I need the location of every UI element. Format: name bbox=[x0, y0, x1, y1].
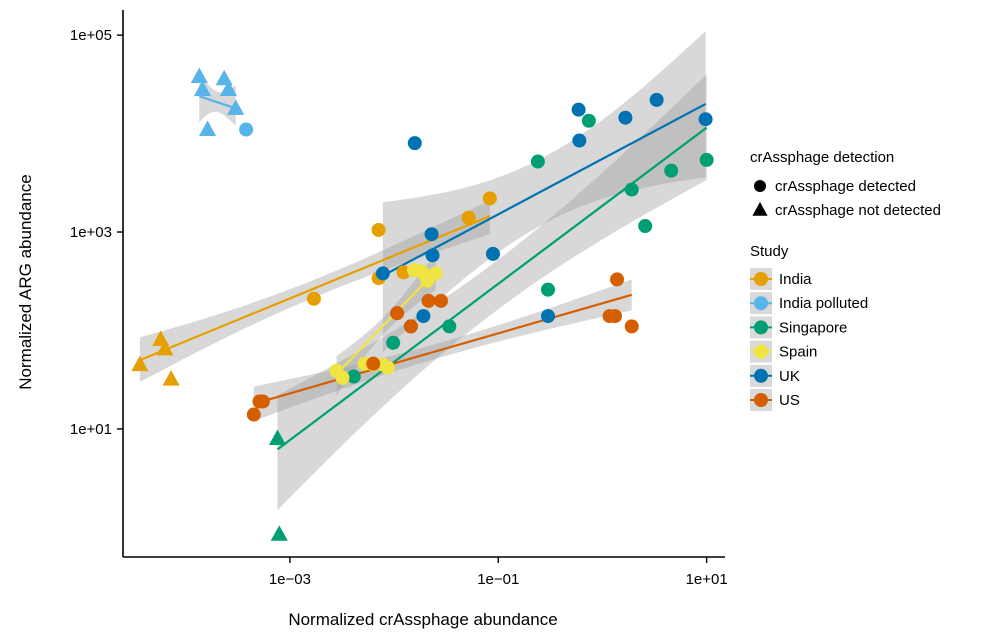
y-tick-label: 1e+05 bbox=[70, 27, 112, 44]
x-tick-label: 1e−03 bbox=[269, 571, 311, 588]
confidence-band-singapore bbox=[277, 74, 707, 511]
point-singapore bbox=[270, 525, 288, 541]
point-us bbox=[366, 356, 381, 371]
legend-triangle-icon bbox=[752, 202, 768, 216]
x-axis-ticks: 1e−03 1e−01 1e+01 bbox=[269, 557, 728, 588]
point-uk bbox=[486, 246, 501, 261]
point-india_polluted bbox=[219, 80, 237, 97]
point-uk bbox=[375, 266, 390, 281]
point-spain bbox=[335, 370, 350, 385]
point-singapore bbox=[638, 219, 653, 234]
point-us bbox=[421, 293, 436, 308]
shape-legend-label: crAssphage not detected bbox=[775, 202, 941, 219]
point-india bbox=[461, 210, 476, 225]
point-uk bbox=[571, 102, 586, 117]
point-india_polluted bbox=[227, 99, 245, 115]
fit-line-uk bbox=[382, 102, 707, 277]
point-singapore bbox=[581, 113, 596, 128]
study-legend-title: Study bbox=[750, 243, 789, 260]
point-india_polluted bbox=[239, 122, 254, 137]
point-india bbox=[131, 355, 149, 372]
point-us bbox=[434, 293, 449, 308]
study-legend-label: UK bbox=[779, 368, 800, 385]
axes bbox=[122, 10, 725, 558]
data-points bbox=[131, 67, 714, 541]
point-india_polluted bbox=[193, 80, 212, 97]
legend-color-swatch bbox=[754, 272, 768, 286]
legend-circle-icon bbox=[754, 180, 766, 192]
x-axis-title: Normalized crAssphage abundance bbox=[288, 610, 557, 629]
point-uk bbox=[416, 309, 431, 324]
study-legend: Study India India polluted Singapore Spain U… bbox=[750, 243, 868, 411]
fit-line-spain bbox=[335, 270, 437, 375]
point-india bbox=[396, 265, 411, 280]
point-singapore bbox=[664, 163, 679, 178]
point-uk bbox=[424, 227, 439, 242]
point-singapore bbox=[442, 319, 457, 334]
point-singapore bbox=[530, 154, 545, 169]
point-india_polluted bbox=[190, 67, 208, 83]
point-uk bbox=[618, 110, 633, 125]
study-legend-label: Singapore bbox=[779, 319, 847, 336]
point-singapore bbox=[540, 282, 555, 297]
point-india_polluted bbox=[215, 69, 233, 86]
y-tick-label: 1e+01 bbox=[70, 421, 112, 438]
legend-color-swatch bbox=[754, 344, 768, 359]
point-us bbox=[610, 272, 625, 287]
y-axis-ticks: 1e+01 1e+03 1e+05 bbox=[70, 27, 123, 438]
study-legend-label: US bbox=[779, 392, 800, 409]
point-india bbox=[156, 339, 174, 356]
point-india_polluted bbox=[199, 120, 217, 136]
fit-lines bbox=[139, 95, 708, 451]
point-singapore bbox=[699, 152, 714, 167]
legend-color-swatch bbox=[754, 296, 768, 311]
legend-color-swatch bbox=[754, 320, 768, 335]
y-tick-label: 1e+03 bbox=[70, 224, 112, 241]
study-legend-label: India polluted bbox=[779, 295, 868, 312]
fit-line-us bbox=[253, 293, 633, 405]
point-uk bbox=[572, 133, 587, 148]
x-tick-label: 1e−01 bbox=[477, 571, 519, 588]
point-uk bbox=[425, 248, 440, 263]
point-us bbox=[403, 319, 418, 334]
point-spain bbox=[380, 360, 395, 375]
point-uk bbox=[407, 136, 422, 151]
point-us bbox=[608, 309, 623, 324]
point-uk bbox=[540, 309, 555, 324]
point-us bbox=[255, 394, 270, 409]
point-uk bbox=[649, 92, 664, 107]
point-singapore bbox=[624, 182, 639, 197]
point-india bbox=[482, 191, 497, 206]
shape-legend-label: crAssphage detected bbox=[775, 178, 916, 195]
study-legend-label: India bbox=[779, 271, 812, 288]
study-legend-label: Spain bbox=[779, 344, 817, 361]
fit-line-india_polluted bbox=[198, 95, 237, 110]
shape-legend: crAssphage detection crAssphage detected… bbox=[750, 149, 941, 219]
point-singapore bbox=[346, 369, 361, 384]
legend-color-swatch bbox=[754, 368, 768, 383]
point-india bbox=[371, 222, 386, 237]
fit-line-singapore bbox=[276, 126, 708, 451]
confidence-band-india bbox=[139, 200, 490, 382]
point-india bbox=[306, 291, 321, 306]
point-india bbox=[162, 370, 180, 386]
confidence-band-india_polluted bbox=[199, 72, 236, 126]
point-us bbox=[390, 306, 405, 321]
point-spain bbox=[428, 266, 443, 281]
point-uk bbox=[698, 112, 713, 127]
point-us bbox=[624, 319, 639, 334]
point-singapore bbox=[268, 429, 287, 445]
legend-color-swatch bbox=[754, 393, 768, 407]
x-tick-label: 1e+01 bbox=[686, 571, 728, 588]
point-us bbox=[246, 407, 261, 422]
point-singapore bbox=[386, 335, 401, 350]
shape-legend-title: crAssphage detection bbox=[750, 149, 894, 166]
y-axis-title: Normalized ARG abundance bbox=[16, 174, 35, 389]
